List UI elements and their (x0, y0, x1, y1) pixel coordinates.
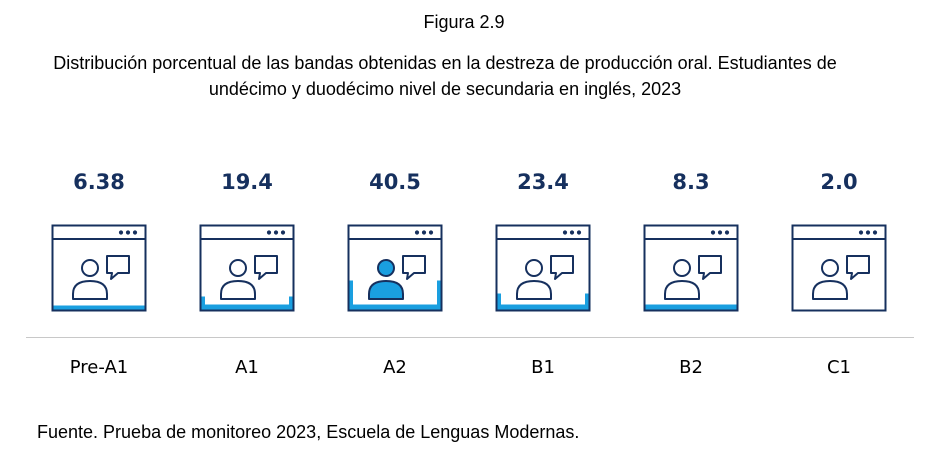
value-label-pre-a1: 6.38 (73, 170, 125, 194)
video-call-window-icon-b2 (643, 224, 739, 312)
category-label-b2: B2 (679, 357, 703, 378)
chart-title-line1: Distribución porcentual de las bandas ob… (53, 53, 837, 73)
chart-axis-line (26, 337, 914, 338)
value-label-b1: 23.4 (517, 170, 569, 194)
source-note: Fuente. Prueba de monitoreo 2023, Escuel… (37, 422, 580, 442)
value-label-a1: 19.4 (221, 170, 273, 194)
figure-label: Figura 2.9 (423, 12, 505, 32)
value-label-c1: 2.0 (820, 170, 858, 194)
video-call-window-icon-pre-a1 (51, 224, 147, 312)
video-call-window-icon-a1 (199, 224, 295, 312)
value-fill-pre-a1 (52, 305, 146, 311)
category-label-pre-a1: Pre-A1 (69, 357, 129, 378)
value-label-a2: 40.5 (369, 170, 421, 194)
category-label-a2: A2 (383, 357, 407, 378)
chart-title: Distribución porcentual de las bandas ob… (0, 50, 890, 102)
value-fill-b2 (644, 304, 738, 311)
category-label-c1: C1 (826, 357, 852, 378)
chart-title-line2: undécimo y duodécimo nivel de secundaria… (208, 79, 682, 99)
value-label-b2: 8.3 (672, 170, 710, 194)
video-call-window-icon-a2 (347, 224, 443, 312)
category-label-b1: B1 (531, 357, 555, 378)
category-label-a1: A1 (235, 357, 259, 378)
video-call-window-icon-c1 (791, 224, 887, 312)
video-call-window-icon-b1 (495, 224, 591, 312)
